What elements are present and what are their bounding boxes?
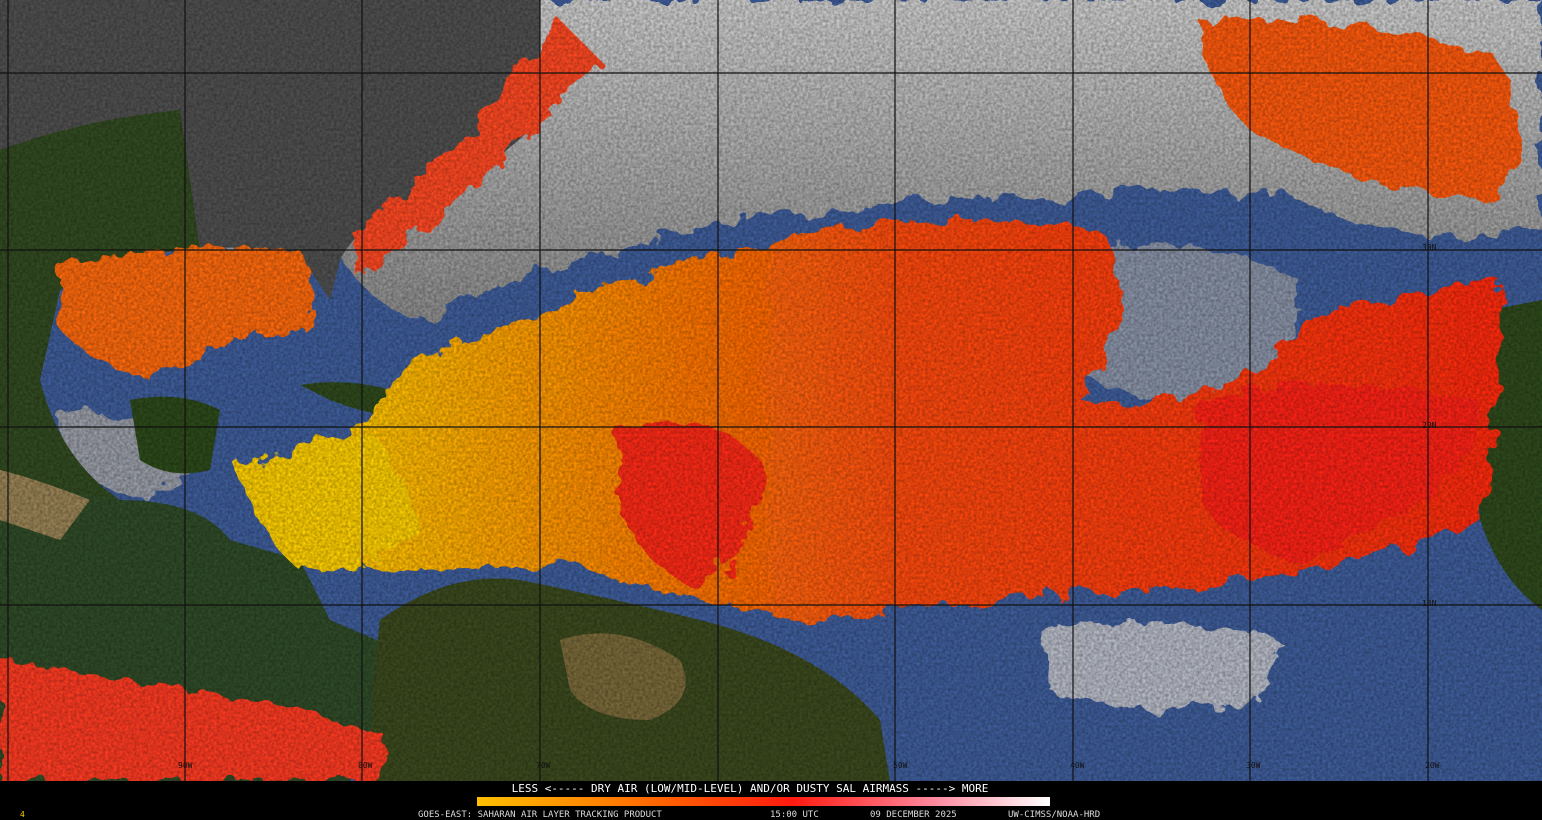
longitude-label: 70W [536,761,551,770]
latitude-label: 10N [1422,599,1437,608]
longitude-label: 80W [358,761,373,770]
texture [0,0,1542,781]
time: 15:00 UTC [770,810,819,820]
frame-number: 4 [20,810,25,819]
legend-caption: LESS <----- DRY AIR (LOW/MID-LEVEL) AND/… [512,782,989,795]
longitude-label: 50W [893,761,908,770]
longitude-label: 20W [1425,761,1440,770]
credit: UW-CIMSS/NOAA-HRD [1008,810,1100,820]
legend-colorbar [477,797,1050,806]
graticule [0,0,1542,781]
product-name: GOES-EAST: SAHARAN AIR LAYER TRACKING PR… [418,810,662,820]
longitude-label: 90W [178,761,193,770]
latitude-label: 20N [1422,421,1437,430]
date: 09 DECEMBER 2025 [870,810,957,820]
longitude-label: 40W [1070,761,1085,770]
latitude-label: 30N [1422,243,1437,252]
longitude-label: 30W [1246,761,1261,770]
grid-labels: 90W 80W 70W 50W 40W 30W 20W 30N 20N 10N [178,243,1440,770]
